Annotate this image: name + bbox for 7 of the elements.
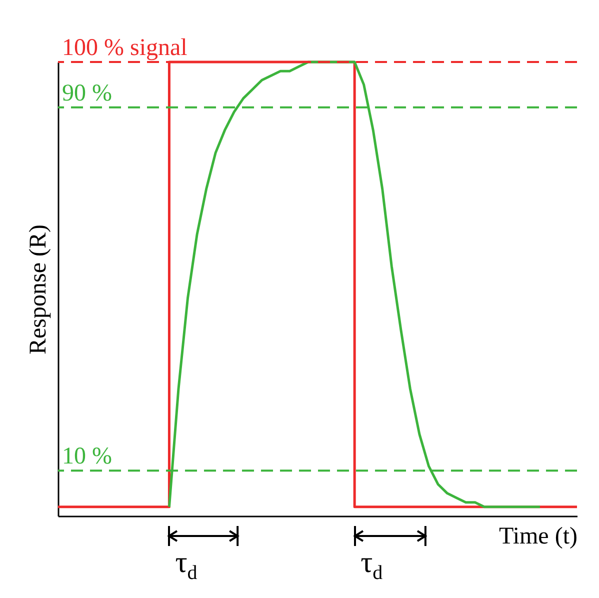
ref-line-label: 100 % signal <box>62 35 188 61</box>
text: τ$_{d}$ <box>175 546 198 586</box>
text: τ$_{d}$ <box>360 546 383 586</box>
ref-line-label: 90 % <box>62 80 112 106</box>
y-axis-title: Response (R) <box>26 224 52 354</box>
x-axis-title: Time (t) <box>499 524 578 550</box>
ref-line-label: 10 % <box>62 444 112 470</box>
